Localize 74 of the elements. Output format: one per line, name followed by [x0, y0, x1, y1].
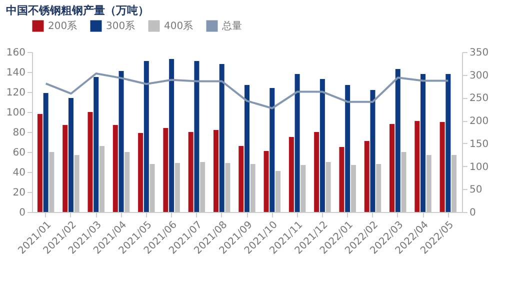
- bar: [420, 74, 426, 212]
- bar: [401, 152, 406, 212]
- legend-label: 300系: [106, 20, 136, 32]
- bar: [225, 163, 230, 212]
- y2-tick-label: 350: [470, 48, 489, 58]
- y-tick-label: 100: [6, 108, 26, 118]
- bar: [188, 132, 194, 212]
- bar: [49, 152, 54, 212]
- bar: [144, 61, 149, 212]
- y2-tick-label: 0: [470, 208, 476, 218]
- bar: [276, 171, 281, 212]
- bar: [314, 132, 320, 212]
- bar: [339, 147, 344, 212]
- bar: [414, 121, 420, 212]
- bar: [118, 71, 124, 212]
- legend-label: 总量: [221, 20, 242, 32]
- line-series: [44, 72, 450, 110]
- bar: [395, 69, 400, 212]
- bar: [370, 90, 376, 212]
- bar: [213, 130, 218, 212]
- y2-tick-label: 200: [470, 116, 489, 128]
- y-tick-label: 40: [12, 168, 26, 178]
- bar: [68, 98, 74, 212]
- legend-label: 200系: [48, 20, 78, 32]
- y-tick-label: 0: [19, 208, 26, 218]
- bar: [345, 85, 350, 212]
- y2-tick-label: 50: [470, 184, 482, 196]
- y2-tick-label: 250: [470, 93, 489, 104]
- bar: [169, 59, 174, 212]
- bar: [300, 165, 306, 212]
- y2-tick-label: 150: [470, 138, 489, 150]
- bar: [364, 141, 370, 212]
- y-tick-label: 140: [6, 68, 26, 78]
- bar: [74, 155, 80, 212]
- bar: [219, 64, 224, 212]
- bar: [200, 162, 206, 212]
- y2-tick-label: 300: [470, 70, 489, 82]
- bar: [446, 74, 451, 212]
- bar: [163, 128, 168, 212]
- legend-label: 400系: [164, 20, 194, 32]
- bar: [350, 165, 356, 212]
- bar: [244, 85, 250, 212]
- bar: [150, 164, 155, 212]
- y-tick-label: 60: [12, 148, 26, 158]
- y-tick-label: 120: [6, 88, 26, 98]
- bar: [264, 151, 269, 212]
- bar: [94, 77, 99, 212]
- y2-tick-label: 100: [470, 162, 489, 173]
- bar: [426, 155, 432, 212]
- bar: [124, 152, 130, 212]
- bar: [288, 137, 294, 212]
- bar: [326, 162, 331, 212]
- bar: [112, 125, 118, 212]
- bar: [376, 164, 382, 212]
- y-tick-label: 20: [12, 188, 26, 198]
- bar: [440, 122, 445, 212]
- bar: [452, 155, 457, 212]
- bar: [138, 133, 144, 212]
- bar: [88, 112, 93, 212]
- bar: [320, 79, 325, 212]
- bar: [294, 74, 300, 212]
- bar: [37, 114, 42, 212]
- bar: [238, 146, 244, 212]
- bar: [62, 125, 68, 212]
- bar: [174, 163, 180, 212]
- bar: [194, 61, 200, 212]
- bar: [390, 124, 395, 212]
- bar: [99, 146, 104, 212]
- bar: [270, 88, 275, 212]
- y-tick-label: 80: [12, 128, 26, 138]
- bar: [250, 164, 256, 212]
- y-tick-label: 160: [6, 48, 26, 58]
- chart-title: 中国不锈钢粗钢产量（万吨）: [6, 4, 149, 17]
- bar: [43, 93, 48, 212]
